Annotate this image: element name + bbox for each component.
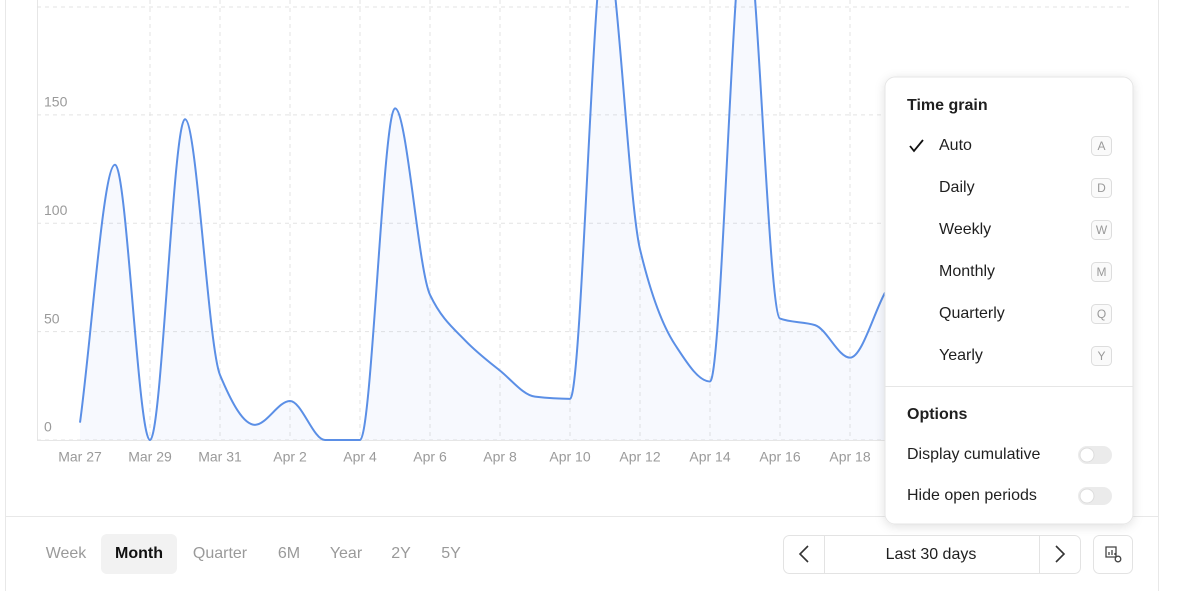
x-tick-label: Apr 2 (273, 449, 307, 465)
x-tick-label: Mar 31 (198, 449, 242, 465)
next-button[interactable] (1055, 545, 1066, 563)
prev-button[interactable] (798, 545, 809, 563)
period-tab[interactable]: 6M (278, 545, 300, 562)
date-range-label[interactable]: Last 30 days (886, 546, 977, 563)
x-tick-label: Apr 18 (829, 449, 870, 465)
shortcut-key: D (1097, 181, 1106, 195)
menu-item[interactable]: Yearly (939, 347, 983, 364)
toolbar: Week Month Quarter 6M Year 2Y 5Y Last 30 days (46, 534, 1133, 574)
time-grain-menu: Time grain Auto A Daily D Weekly W Monthly M Quar… (884, 76, 1134, 525)
period-tab[interactable]: Year (330, 545, 363, 562)
plot: 0 50 100 150 Mar 27 Mar 29 Mar 31 Apr 2 Apr 4 Apr… (37, 0, 1130, 465)
menu-item[interactable]: Quarterly (939, 305, 1005, 322)
key-badge (1091, 136, 1112, 156)
menu-item[interactable]: Auto (939, 137, 972, 154)
period-tab[interactable]: Week (46, 545, 88, 562)
y-tick-label: 150 (44, 94, 68, 110)
y-tick-label: 100 (44, 202, 68, 218)
date-range (783, 535, 1081, 574)
shortcut-key: Y (1097, 349, 1105, 363)
x-tick-label: Mar 27 (58, 449, 102, 465)
menu-section-title: Time grain (907, 97, 988, 114)
line (79, 0, 886, 441)
y-tick-label: 50 (44, 310, 60, 326)
option-label[interactable]: Display cumulative (907, 446, 1040, 463)
chart-settings-button[interactable] (1093, 535, 1133, 574)
shortcut-key: W (1096, 223, 1108, 237)
toggle-knob (1079, 447, 1095, 463)
x-tick-label: Apr 12 (619, 449, 660, 465)
tab-selected-bg (101, 534, 177, 574)
menu-panel (884, 76, 1134, 525)
key-badge (1091, 220, 1112, 240)
period-tab[interactable]: 2Y (391, 545, 411, 562)
period-tab[interactable]: Month (115, 545, 163, 562)
x-tick-label: Apr 14 (689, 449, 730, 465)
menu-item[interactable]: Weekly (939, 221, 991, 238)
key-badge (1091, 262, 1112, 282)
toggle-knob (1079, 488, 1095, 504)
x-tick-label: Apr 4 (343, 449, 377, 465)
period-tab[interactable]: Quarter (193, 545, 248, 562)
menu-item[interactable]: Monthly (939, 263, 995, 280)
gear-icon (1114, 555, 1122, 563)
x-tick-label: Apr 6 (413, 449, 447, 465)
key-badge (1091, 178, 1112, 198)
x-tick-label: Mar 29 (128, 449, 172, 465)
menu-section-title: Options (907, 406, 968, 423)
x-tick-label: Apr 8 (483, 449, 517, 465)
option-label[interactable]: Hide open periods (907, 487, 1037, 504)
y-tick-label: 0 (44, 419, 52, 435)
x-tick-label: Apr 10 (549, 449, 590, 465)
check-icon (909, 139, 924, 153)
shortcut-key: Q (1097, 307, 1106, 321)
key-badge (1091, 304, 1112, 324)
shortcut-key: M (1097, 265, 1107, 279)
period-tab[interactable]: 5Y (441, 545, 461, 562)
key-badge (1091, 346, 1112, 366)
series (79, 0, 886, 441)
x-tick-label: Apr 16 (759, 449, 800, 465)
shortcut-key: A (1097, 139, 1105, 153)
menu-item[interactable]: Daily (939, 179, 975, 196)
